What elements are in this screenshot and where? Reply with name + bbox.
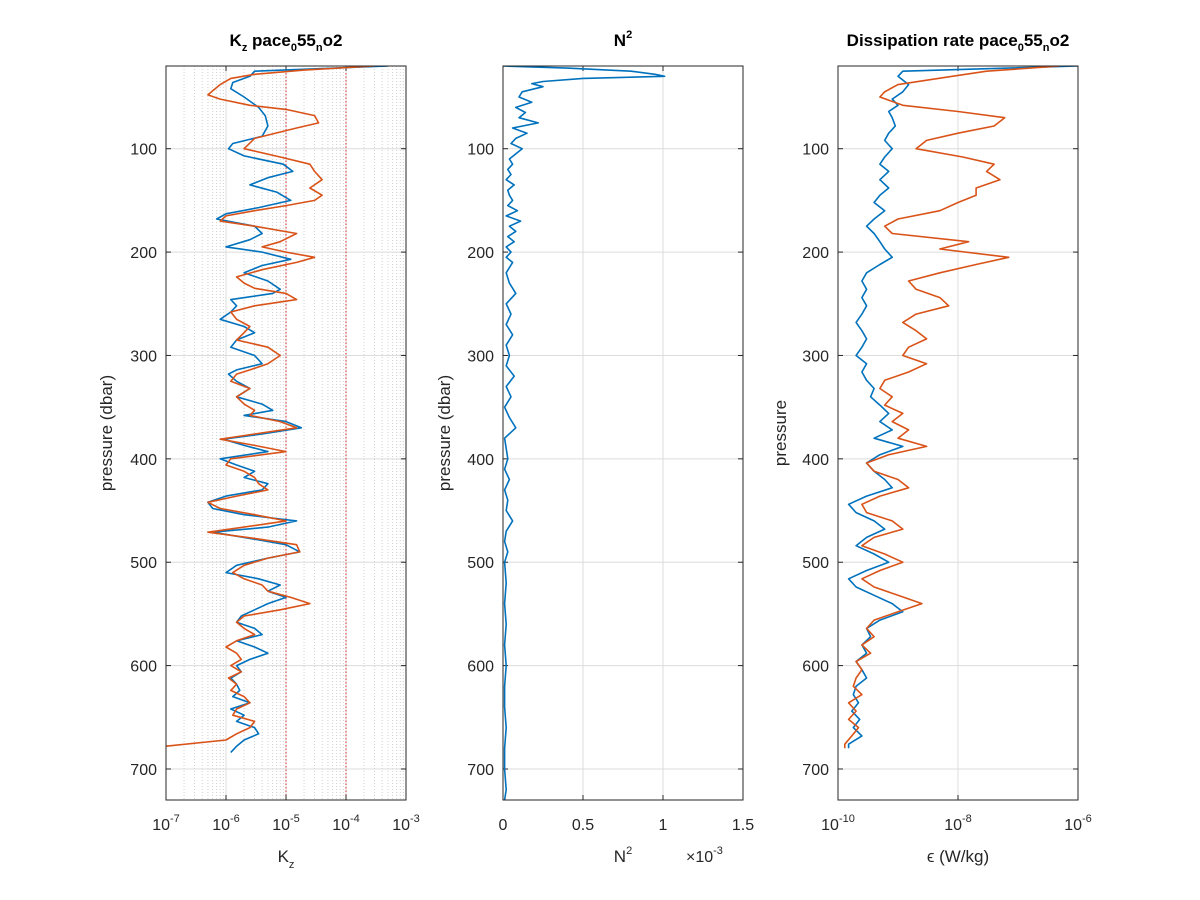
n2-panel-series-1-line [503,66,666,800]
kz-panel-x-tick-label: 10-4 [332,813,360,834]
dissipation-panel-series-1-line [847,66,1078,749]
kz-panel-ylabel: pressure (dbar) [97,375,116,491]
n2-panel-x-tick-label: 1 [659,817,668,834]
kz-panel-y-tick-label: 500 [130,555,157,572]
n2-panel-y-tick-label: 400 [467,452,494,469]
dissipation-panel-y-tick-label: 200 [802,245,829,262]
n2-panel-y-tick-label: 700 [467,762,494,779]
kz-panel-x-tick-label: 10-5 [272,813,300,834]
dissipation-panel-x-tick-label: 10-10 [821,813,855,834]
n2-panel-y-tick-label: 500 [467,555,494,572]
dissipation-panel-y-tick-label: 700 [802,762,829,779]
kz-panel-y-tick-label: 600 [130,659,157,676]
n2-panel-y-tick-label: 300 [467,348,494,365]
dissipation-panel-xlabel: ϵ (W/kg) [927,847,989,866]
kz-panel-y-tick-label: 100 [130,142,157,159]
dissipation-panel-ylabel: pressure [771,400,790,466]
kz-panel: Kz pace055no2 Kz pressure (dbar) 10-7 10-… [97,31,420,871]
dissipation-panel-y-tick-label: 600 [802,659,829,676]
dissipation-panel: Dissipation rate pace055no2 ϵ (W/kg) pre… [771,31,1092,866]
kz-panel-y-tick-label: 400 [130,452,157,469]
dissipation-panel-axes-box [837,65,1079,801]
kz-panel-title: Kz pace055no2 [230,31,343,54]
dissipation-panel-y-tick-label: 500 [802,555,829,572]
kz-panel-x-tick-label: 10-7 [152,813,180,834]
kz-panel-grid [165,66,407,800]
n2-panel-exponent: ×10-3 [686,845,723,866]
n2-panel-ylabel: pressure (dbar) [435,375,454,491]
n2-panel-x-tick-label: 0 [499,817,508,834]
n2-panel-y-tick-label: 100 [467,142,494,159]
kz-panel-series-1-line [207,66,388,753]
dissipation-panel-x-tick-label: 10-6 [1064,813,1092,834]
n2-panel: N2 N2 ×10-3 pressure (dbar) 0 0.5 1 1.5 100 2… [435,29,754,866]
dissipation-panel-y-tick-label: 300 [802,348,829,365]
kz-panel-y-tick-label: 300 [130,348,157,365]
n2-panel-axes-box [502,65,744,801]
n2-panel-x-tick-label: 0.5 [572,817,594,834]
n2-panel-title: N2 [614,29,632,50]
kz-panel-y-tick-label: 700 [130,762,157,779]
kz-panel-xlabel: Kz [278,847,295,871]
dissipation-panel-title: Dissipation rate pace055no2 [847,31,1070,54]
kz-panel-axes-box [165,65,407,801]
kz-panel-x-tick-label: 10-3 [392,813,420,834]
n2-panel-y-tick-label: 600 [467,659,494,676]
dissipation-panel-y-tick-label: 400 [802,452,829,469]
n2-panel-xlabel: N2 [614,845,632,866]
dissipation-panel-series-2-line [843,66,1060,749]
kz-panel-x-tick-label: 10-6 [212,813,240,834]
n2-panel-y-tick-label: 200 [467,245,494,262]
n2-panel-grid [502,66,744,800]
dissipation-panel-x-tick-label: 10-8 [944,813,972,834]
kz-panel-series-2-line [166,66,375,747]
kz-panel-y-tick-label: 200 [130,245,157,262]
n2-panel-x-tick-label: 1.5 [732,817,754,834]
dissipation-panel-y-tick-label: 100 [802,142,829,159]
dissipation-panel-grid [837,66,1079,800]
